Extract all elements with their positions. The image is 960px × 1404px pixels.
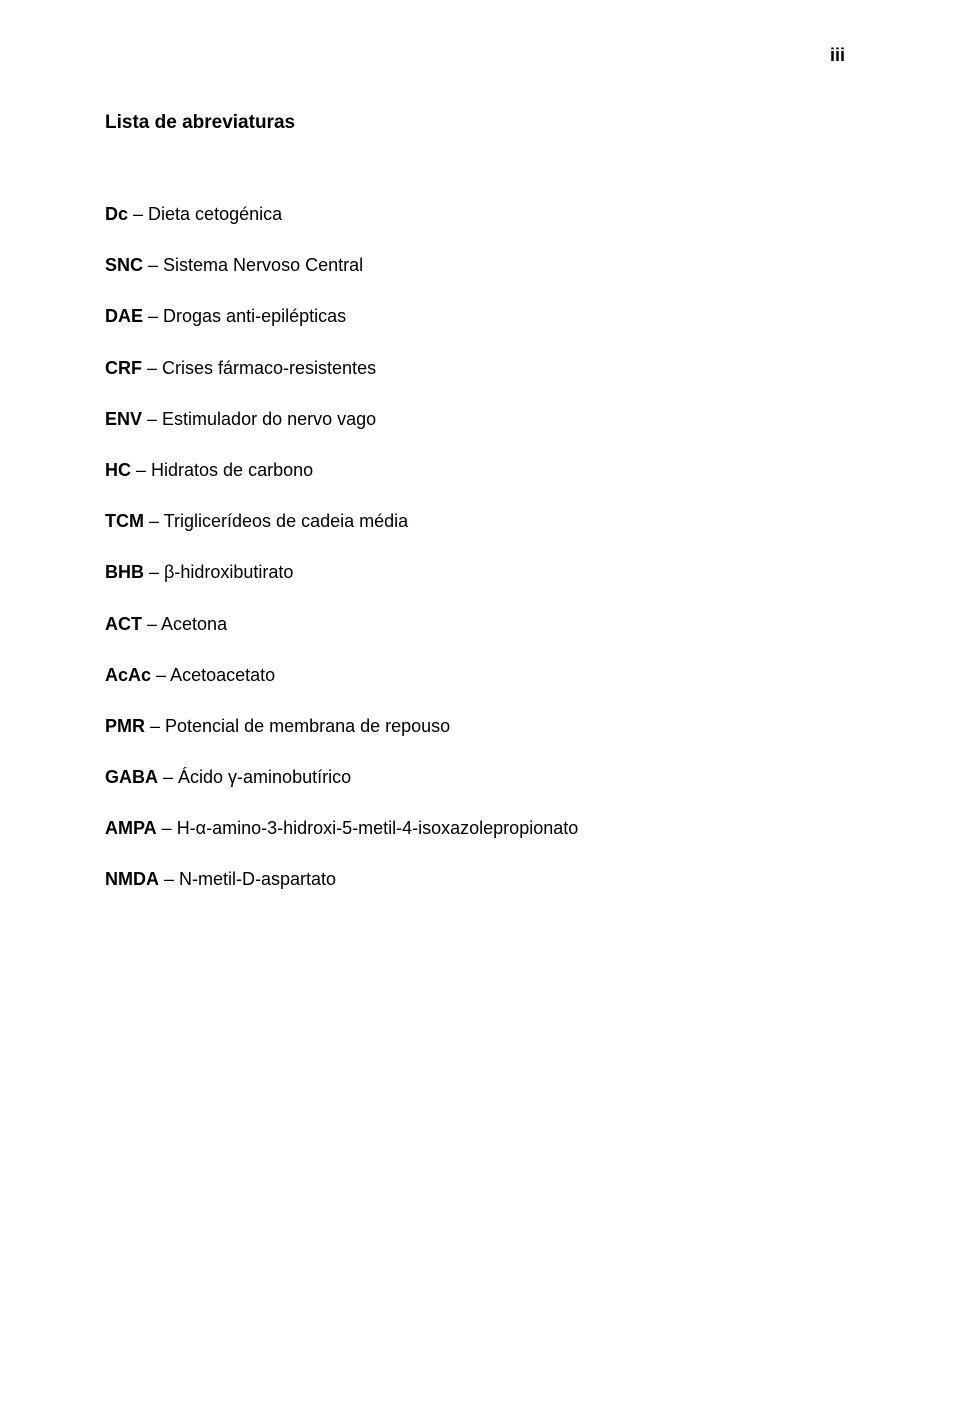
abbreviation-item: ENV – Estimulador do nervo vago xyxy=(105,407,865,432)
abbreviation-definition: Hidratos de carbono xyxy=(151,460,313,480)
abbreviation-item: AMPA – H-α-amino-3-hidroxi-5-metil-4-iso… xyxy=(105,816,865,841)
abbreviation-definition: Drogas anti-epilépticas xyxy=(163,306,346,326)
abbreviation-item: CRF – Crises fármaco-resistentes xyxy=(105,356,865,381)
abbreviation-separator: – xyxy=(157,818,177,838)
abbreviation-separator: – xyxy=(131,460,151,480)
abbreviation-term: AcAc xyxy=(105,665,151,685)
abbreviation-definition: H-α-amino-3-hidroxi-5-metil-4-isoxazolep… xyxy=(177,818,579,838)
abbreviation-term: TCM xyxy=(105,511,144,531)
abbreviation-definition: Ácido γ-aminobutírico xyxy=(178,767,351,787)
abbreviation-definition: Estimulador do nervo vago xyxy=(162,409,376,429)
abbreviation-definition: Triglicerídeos de cadeia média xyxy=(164,511,408,531)
abbreviation-separator: – xyxy=(144,511,164,531)
abbreviation-term: ACT xyxy=(105,614,142,634)
page-title: Lista de abreviaturas xyxy=(105,112,865,134)
abbreviation-term: ENV xyxy=(105,409,142,429)
abbreviation-separator: – xyxy=(145,716,165,736)
abbreviation-term: BHB xyxy=(105,562,144,582)
abbreviation-term: AMPA xyxy=(105,818,157,838)
abbreviation-item: BHB – β-hidroxibutirato xyxy=(105,560,865,585)
abbreviation-separator: – xyxy=(144,562,164,582)
abbreviation-item: NMDA – N-metil-D-aspartato xyxy=(105,867,865,892)
abbreviation-definition: Acetona xyxy=(161,614,227,634)
abbreviation-definition: Potencial de membrana de repouso xyxy=(165,716,450,736)
abbreviation-item: TCM – Triglicerídeos de cadeia média xyxy=(105,509,865,534)
document-page: iii Lista de abreviaturas Dc – Dieta cet… xyxy=(0,0,960,943)
abbreviation-term: PMR xyxy=(105,716,145,736)
abbreviation-item: HC – Hidratos de carbono xyxy=(105,458,865,483)
abbreviation-separator: – xyxy=(142,358,162,378)
abbreviation-definition: Acetoacetato xyxy=(170,665,275,685)
abbreviation-item: SNC – Sistema Nervoso Central xyxy=(105,253,865,278)
abbreviation-separator: – xyxy=(128,204,148,224)
abbreviation-separator: – xyxy=(143,306,163,326)
abbreviation-list: Dc – Dieta cetogénica SNC – Sistema Nervo… xyxy=(105,202,865,893)
page-number: iii xyxy=(830,45,845,66)
abbreviation-term: DAE xyxy=(105,306,143,326)
abbreviation-term: GABA xyxy=(105,767,158,787)
abbreviation-item: Dc – Dieta cetogénica xyxy=(105,202,865,227)
abbreviation-definition: Dieta cetogénica xyxy=(148,204,282,224)
abbreviation-term: CRF xyxy=(105,358,142,378)
abbreviation-definition: β-hidroxibutirato xyxy=(164,562,293,582)
abbreviation-separator: – xyxy=(142,614,161,634)
abbreviation-separator: – xyxy=(151,665,170,685)
abbreviation-item: ACT – Acetona xyxy=(105,612,865,637)
abbreviation-term: HC xyxy=(105,460,131,480)
abbreviation-item: GABA – Ácido γ-aminobutírico xyxy=(105,765,865,790)
abbreviation-item: AcAc – Acetoacetato xyxy=(105,663,865,688)
abbreviation-separator: – xyxy=(158,767,178,787)
abbreviation-separator: – xyxy=(142,409,162,429)
abbreviation-item: DAE – Drogas anti-epilépticas xyxy=(105,304,865,329)
abbreviation-definition: N-metil-D-aspartato xyxy=(179,869,336,889)
abbreviation-separator: – xyxy=(143,255,163,275)
abbreviation-separator: – xyxy=(159,869,179,889)
abbreviation-definition: Crises fármaco-resistentes xyxy=(162,358,376,378)
abbreviation-term: Dc xyxy=(105,204,128,224)
abbreviation-item: PMR – Potencial de membrana de repouso xyxy=(105,714,865,739)
abbreviation-definition: Sistema Nervoso Central xyxy=(163,255,363,275)
abbreviation-term: SNC xyxy=(105,255,143,275)
abbreviation-term: NMDA xyxy=(105,869,159,889)
